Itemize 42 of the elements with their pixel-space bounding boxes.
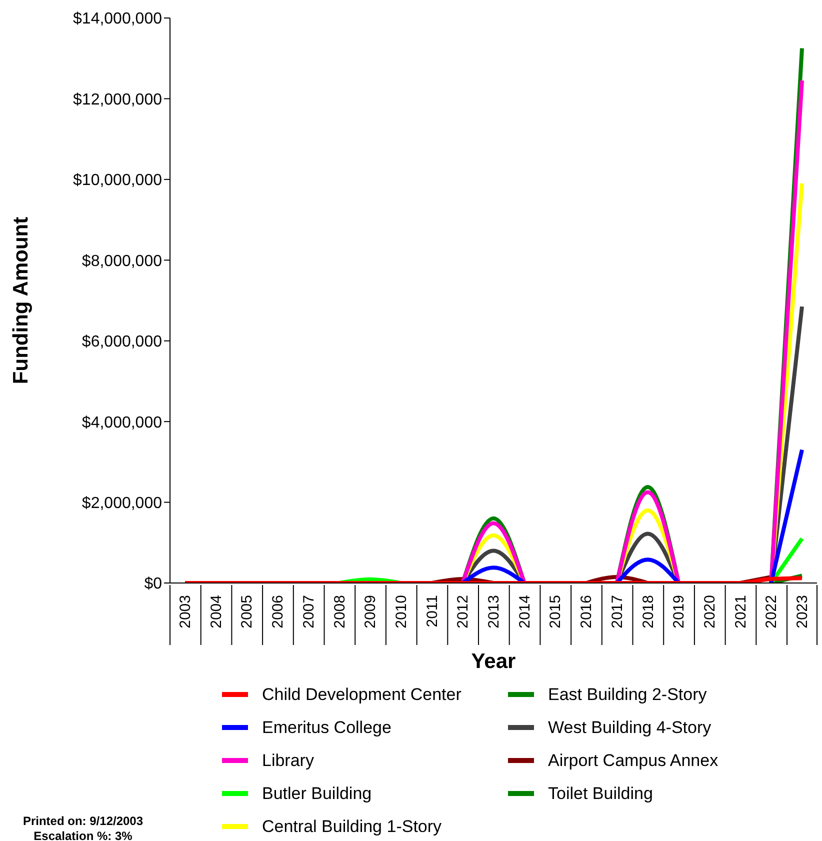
legend-label: West Building 4-Story xyxy=(548,718,712,738)
legend-label: East Building 2-Story xyxy=(548,684,707,704)
legend-label: Emeritus College xyxy=(262,718,392,738)
y-tick-label: $6,000,000 xyxy=(82,334,162,351)
x-tick-label: 2020 xyxy=(701,595,718,628)
y-tick-label: $10,000,000 xyxy=(73,172,162,190)
y-axis-title: Funding Amount xyxy=(9,216,32,384)
x-axis-title: Year xyxy=(471,650,516,673)
x-tick-label: 2022 xyxy=(763,595,780,628)
y-tick-label: $2,000,000 xyxy=(82,494,162,512)
y-tick-label: $14,000,000 xyxy=(73,10,162,28)
x-tick-label: 2013 xyxy=(486,595,502,628)
legend-label: Child Development Center xyxy=(262,684,462,704)
x-tick-label: 2004 xyxy=(208,595,225,628)
x-tick-label: 2011 xyxy=(424,595,441,628)
x-tick-label: 2006 xyxy=(270,595,287,628)
x-tick-label: 2018 xyxy=(640,595,657,628)
x-tick-label: 2014 xyxy=(516,595,534,628)
x-tick-label: 2015 xyxy=(547,595,564,628)
x-tick-label: 2005 xyxy=(238,595,256,628)
x-tick-label: 2009 xyxy=(362,595,380,628)
x-tick-label: 2007 xyxy=(300,595,318,628)
x-tick-label: 2023 xyxy=(794,595,811,628)
x-tick-label: 2016 xyxy=(578,595,596,628)
legend-label: Airport Campus Annex xyxy=(548,750,718,770)
x-tick-label: 2012 xyxy=(454,595,472,628)
x-tick-label: 2021 xyxy=(732,595,750,628)
y-tick-label: $12,000,000 xyxy=(73,91,162,108)
legend-label: Toilet Building xyxy=(548,784,653,804)
legend-label: Library xyxy=(262,750,314,770)
y-tick-label: $0 xyxy=(144,576,162,593)
x-tick-label: 2017 xyxy=(608,595,626,628)
legend-label: Central Building 1-Story xyxy=(262,816,442,836)
x-tick-label: 2019 xyxy=(670,595,688,628)
x-tick-label: 2008 xyxy=(331,595,348,628)
text: Escalation %: 3% xyxy=(32,829,134,841)
legend-label: Butler Building xyxy=(262,784,372,804)
x-tick-label: 2003 xyxy=(177,595,194,628)
text: Printed on: 9/12/2003 xyxy=(22,814,144,829)
x-tick-label: 2010 xyxy=(392,595,410,628)
y-tick-label: $8,000,000 xyxy=(82,252,162,270)
y-tick-label: $4,000,000 xyxy=(82,414,162,432)
